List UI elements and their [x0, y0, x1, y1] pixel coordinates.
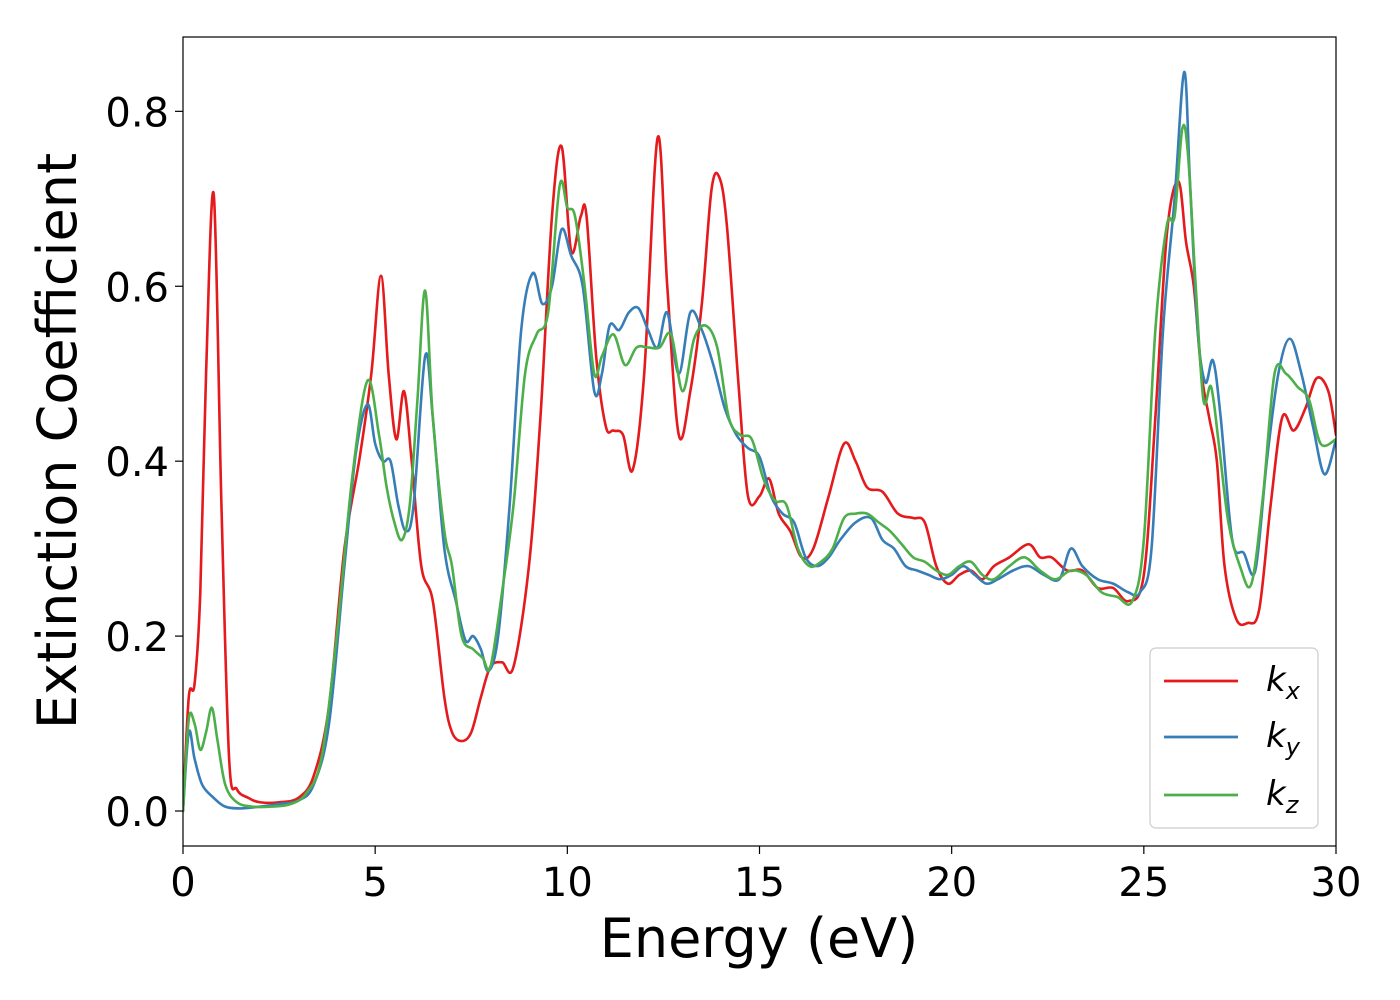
x-tick-label: 5	[362, 860, 387, 906]
y-tick-label: 0.8	[105, 90, 169, 136]
y-tick-label: 0.6	[105, 265, 169, 311]
series-line-kz	[183, 123, 1336, 813]
legend-label-kz: kz	[1266, 774, 1300, 819]
y-tick-label: 0.0	[105, 790, 169, 836]
legend-label-kx: kx	[1266, 660, 1301, 705]
legend: kx ky kz	[1149, 647, 1319, 829]
y-tick-label: 0.4	[105, 440, 169, 486]
y-axis-label: Extinction Coefficient	[26, 153, 89, 729]
y-axis: 0.0 0.2 0.4 0.6 0.8	[105, 90, 183, 836]
x-tick-label: 30	[1311, 860, 1362, 906]
series-layer	[183, 70, 1336, 813]
y-tick-label: 0.2	[105, 615, 169, 661]
x-tick-label: 25	[1118, 860, 1169, 906]
x-tick-label: 0	[170, 860, 195, 906]
x-axis-label: Energy (eV)	[600, 907, 919, 970]
legend-label-ky: ky	[1266, 716, 1301, 761]
x-tick-label: 10	[542, 860, 593, 906]
x-tick-label: 20	[926, 860, 977, 906]
x-tick-label: 15	[734, 860, 785, 906]
x-axis: 0 5 10 15 20 25 30	[170, 846, 1361, 906]
